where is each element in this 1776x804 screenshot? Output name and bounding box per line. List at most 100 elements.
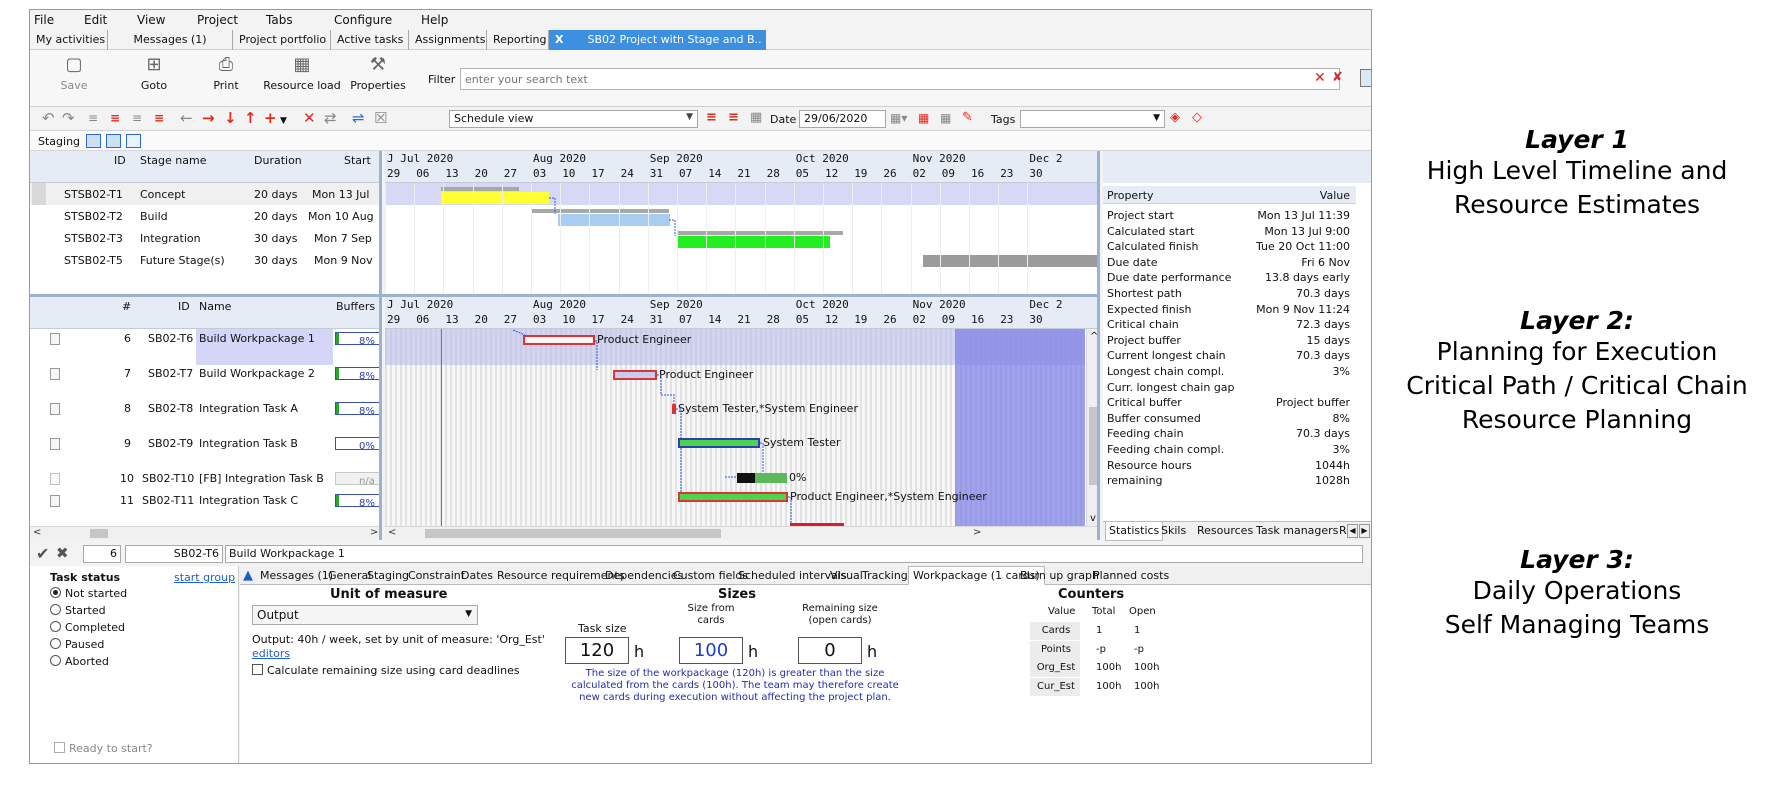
- add-dropdown-icon[interactable]: ▼: [280, 116, 287, 126]
- stage-bar-future[interactable]: [923, 255, 1097, 267]
- tab-skils[interactable]: Skils: [1161, 524, 1187, 537]
- splitter[interactable]: [30, 294, 1100, 297]
- detail-tab[interactable]: Resource requirements: [497, 569, 625, 582]
- scroll-down-icon[interactable]: v: [1090, 513, 1096, 524]
- tab-my-activities[interactable]: My activities: [30, 30, 108, 50]
- scroll-thumb[interactable]: [425, 529, 721, 538]
- tab-messages[interactable]: Messages (1): [108, 30, 233, 50]
- row-selector[interactable]: [32, 183, 46, 205]
- property-row[interactable]: Feeding chain compl. 3%: [1103, 440, 1356, 458]
- col-duration[interactable]: Duration: [254, 154, 302, 167]
- document-icon[interactable]: [50, 473, 60, 485]
- tab-scroll-right-icon[interactable]: ▶: [1359, 524, 1370, 538]
- tag-icon[interactable]: ◈: [1170, 110, 1180, 125]
- tab-statistics[interactable]: Statistics: [1105, 522, 1164, 541]
- detail-tab[interactable]: Custom fields: [673, 569, 749, 582]
- tags-select[interactable]: ▼: [1020, 110, 1165, 128]
- tab-scroll-left-icon[interactable]: ◀: [1347, 524, 1358, 538]
- detail-tab[interactable]: Messages (1): [260, 569, 334, 582]
- resource-level-icon[interactable]: ≡: [728, 110, 739, 125]
- menu-project[interactable]: Project: [197, 13, 239, 27]
- document-icon[interactable]: [50, 368, 60, 380]
- staging-view3-icon[interactable]: [126, 134, 141, 148]
- stage-bar-build[interactable]: [558, 214, 670, 226]
- stage-row[interactable]: STSB02-T3 Integration 30 days Mon 7 Sep: [30, 227, 379, 249]
- task-row[interactable]: 10 SB02-T10 [FB] Integration Task B n/a: [30, 469, 379, 489]
- tab-resources[interactable]: Resources: [1197, 524, 1254, 537]
- task-name[interactable]: Build Workpackage 1: [196, 329, 333, 365]
- ready-to-start-checkbox[interactable]: Ready to start?: [54, 742, 153, 755]
- delete-icon[interactable]: ✕: [303, 109, 316, 127]
- tab-task-managers[interactable]: Task managers: [1256, 524, 1339, 537]
- status-aborted-radio[interactable]: Aborted: [50, 655, 109, 668]
- tab-project-portfolio[interactable]: Project portfolio: [233, 30, 331, 50]
- stage-row[interactable]: STSB02-T2 Build 20 days Mon 10 Aug: [30, 205, 379, 227]
- menu-configure[interactable]: Configure: [334, 13, 393, 27]
- menu-edit[interactable]: Edit: [84, 13, 108, 27]
- property-row[interactable]: Calculated finish Tue 20 Oct 11:00: [1103, 237, 1356, 255]
- property-row[interactable]: Calculated start Mon 13 Jul 9:00: [1103, 222, 1356, 240]
- close-tab-icon[interactable]: X: [555, 33, 564, 46]
- task-size-input[interactable]: 120: [565, 637, 629, 664]
- document-icon[interactable]: [50, 403, 60, 415]
- status-started-radio[interactable]: Started: [50, 604, 106, 617]
- feeding-buffer-bar[interactable]: [755, 473, 787, 483]
- document-icon[interactable]: [50, 438, 60, 450]
- detail-tab[interactable]: Tracking: [862, 569, 908, 582]
- editors-link[interactable]: editors: [252, 647, 291, 660]
- property-row[interactable]: Due date performance 13.8 days early: [1103, 268, 1356, 286]
- col-name[interactable]: Name: [199, 300, 232, 313]
- property-row[interactable]: Critical buffer Project buffer: [1103, 393, 1356, 411]
- calc-remaining-checkbox[interactable]: Calculate remaining size using card dead…: [252, 664, 520, 677]
- task-row[interactable]: 9 SB02-T9 Integration Task B 0%: [30, 434, 379, 472]
- property-row[interactable]: Critical chain 72.3 days: [1103, 315, 1356, 333]
- task-row[interactable]: 6 SB02-T6 Build Workpackage 1 8%: [30, 329, 379, 367]
- checkmark-icon[interactable]: ✔: [36, 544, 50, 563]
- task-id-field[interactable]: SB02-T6: [125, 545, 223, 563]
- add-icon[interactable]: +: [264, 109, 277, 127]
- tab-assignments[interactable]: Assignments: [409, 30, 487, 50]
- stage-bar-integration[interactable]: [677, 236, 830, 248]
- redo-icon[interactable]: ↷: [62, 109, 75, 127]
- detail-tab[interactable]: Scheduled intervals: [738, 569, 847, 582]
- detail-tab[interactable]: Dates: [461, 569, 494, 582]
- col-value[interactable]: Value: [1319, 189, 1350, 202]
- arrow-right-icon[interactable]: →: [202, 109, 215, 127]
- task-row[interactable]: 8 SB02-T8 Integration Task A 8%: [30, 399, 379, 437]
- property-row[interactable]: Current longest chain 70.3 days: [1103, 346, 1356, 364]
- goto-button[interactable]: ⊞ Goto: [134, 55, 174, 93]
- expand-icon[interactable]: ≡: [154, 111, 165, 125]
- tab-sb02-project[interactable]: X SB02 Project with Stage and B..: [549, 30, 766, 50]
- arrow-left-icon[interactable]: ←: [180, 109, 193, 127]
- status-paused-radio[interactable]: Paused: [50, 638, 104, 651]
- task-bar[interactable]: [678, 492, 788, 502]
- col-buffers[interactable]: Buffers: [336, 300, 376, 313]
- task-num-field[interactable]: 6: [83, 545, 121, 563]
- scroll-left-icon[interactable]: <: [388, 527, 397, 538]
- property-row[interactable]: Curr. longest chain gap: [1103, 378, 1356, 396]
- status-completed-radio[interactable]: Completed: [50, 621, 125, 634]
- resource-load-button[interactable]: ▦ Resource load: [262, 55, 342, 93]
- pencil-icon[interactable]: ✎: [962, 110, 973, 125]
- scroll-thumb[interactable]: [1089, 407, 1097, 485]
- task-name-field[interactable]: Build Workpackage 1: [225, 545, 1363, 563]
- arrow-up-icon[interactable]: ↑: [244, 109, 257, 127]
- clear-filter-icon[interactable]: ✕: [1314, 70, 1326, 86]
- remove-filter-icon[interactable]: ✘: [1332, 70, 1343, 85]
- scroll-thumb[interactable]: [90, 529, 108, 538]
- calendar-today-icon[interactable]: ▦: [918, 111, 930, 125]
- detail-tab[interactable]: Planned costs: [1093, 569, 1170, 582]
- outdent-icon[interactable]: ≡: [110, 111, 121, 125]
- print-button[interactable]: ⎙ Print: [206, 55, 246, 93]
- calendar-icon[interactable]: ▦▾: [890, 111, 908, 125]
- scroll-right-icon[interactable]: >: [370, 527, 379, 538]
- baseline-icon[interactable]: ▦: [750, 110, 763, 125]
- scroll-right-icon[interactable]: >: [973, 527, 982, 538]
- tab-reporting[interactable]: Reporting: [487, 30, 549, 50]
- task-bar[interactable]: [678, 438, 760, 448]
- critical-chain-icon[interactable]: ≡: [706, 110, 717, 125]
- col-id[interactable]: ID: [114, 154, 126, 167]
- feeding-buffer-consumed[interactable]: [737, 473, 755, 483]
- search-panel-icon[interactable]: [1360, 69, 1371, 87]
- property-row[interactable]: Project buffer 15 days: [1103, 331, 1356, 349]
